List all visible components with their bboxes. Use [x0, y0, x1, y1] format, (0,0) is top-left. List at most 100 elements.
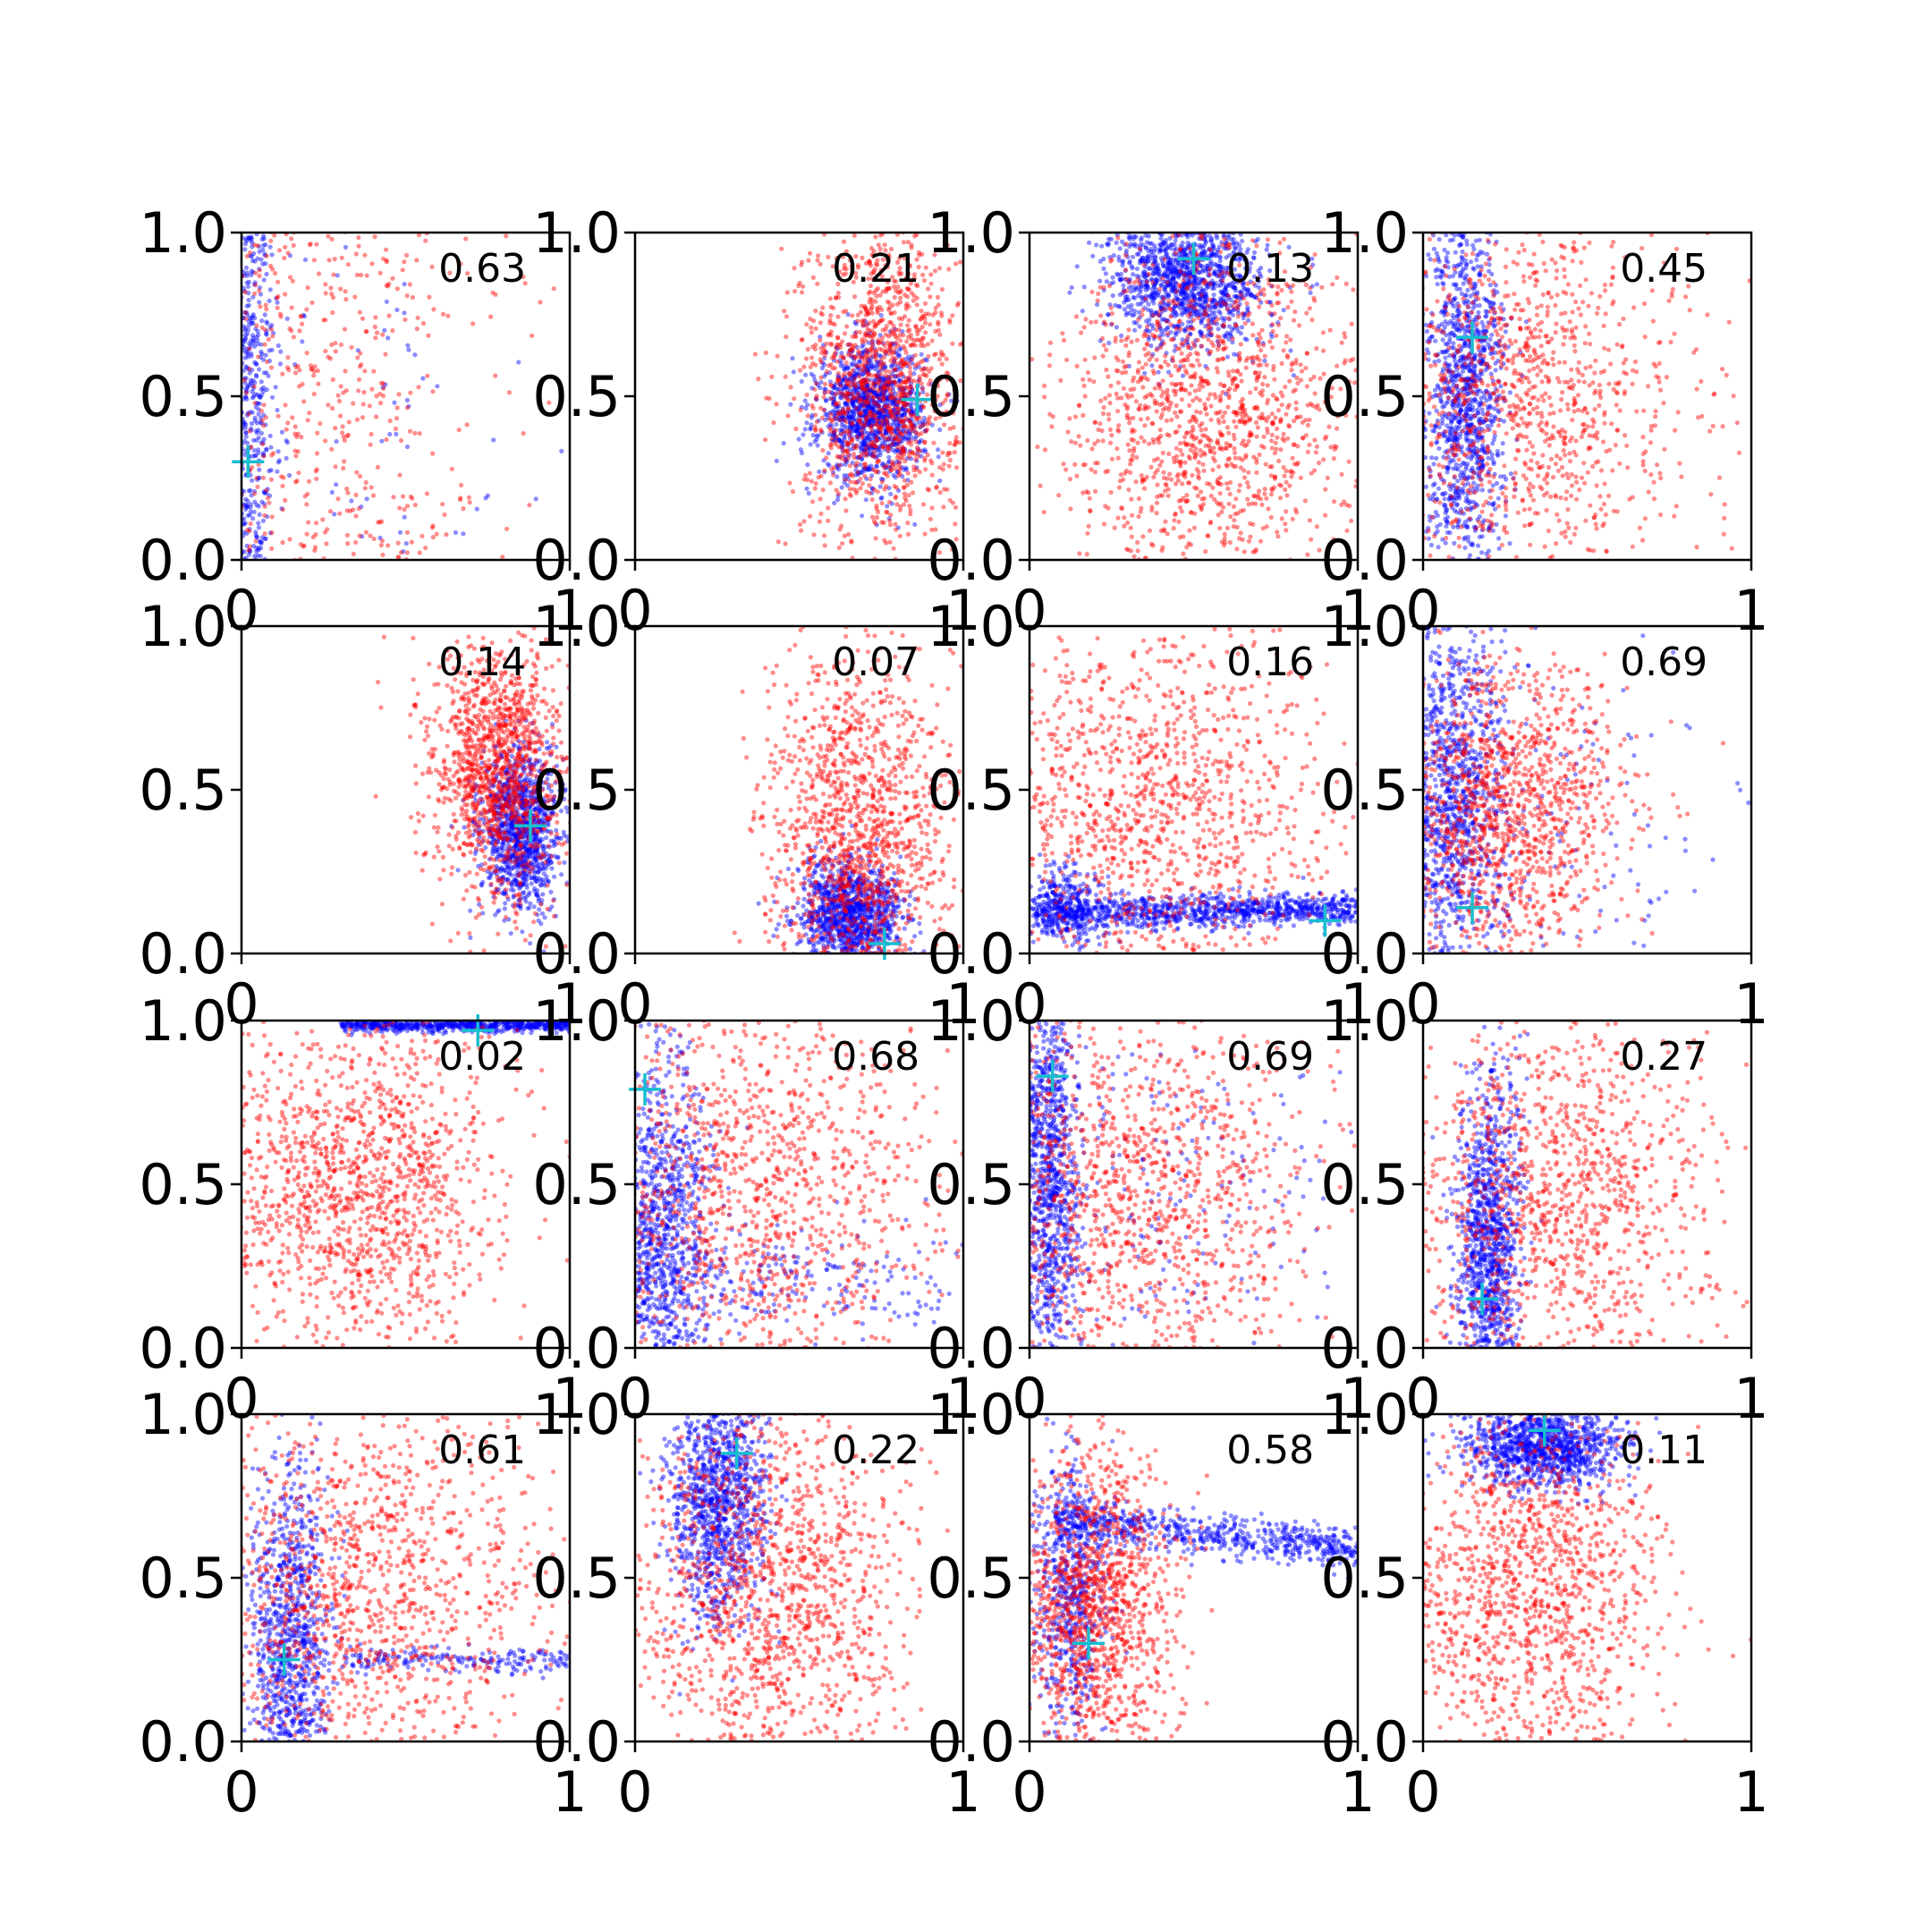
scatter-point [264, 387, 269, 393]
scatter-point [818, 427, 824, 432]
scatter-point [913, 282, 919, 287]
scatter-point [897, 436, 902, 442]
scatter-point [842, 394, 847, 399]
scatter-point [869, 387, 874, 394]
scatter-point [852, 382, 858, 388]
scatter-point [860, 405, 865, 411]
scatter-point [842, 429, 848, 435]
scatter-point [1110, 275, 1115, 280]
scatter-point [1246, 484, 1251, 490]
scatter-point [1279, 402, 1284, 408]
scatter-point [869, 439, 875, 445]
scatter-point [853, 254, 859, 259]
scatter-point [859, 413, 864, 419]
scatter-point [384, 436, 389, 443]
scatter-point [862, 441, 868, 447]
scatter-point [352, 294, 358, 300]
scatter-point [1202, 249, 1208, 255]
scatter-point [865, 393, 870, 398]
scatter-point [854, 424, 860, 429]
scatter-point [876, 388, 881, 394]
scatter-point [887, 414, 893, 419]
scatter-point [848, 353, 854, 359]
scatter-point [900, 386, 906, 392]
scatter-point [1118, 277, 1123, 283]
scatter-point [868, 348, 873, 353]
scatter-point [805, 402, 810, 408]
scatter-point [250, 294, 256, 300]
scatter-point [952, 442, 957, 447]
scatter-point [860, 339, 865, 345]
scatter-point [306, 479, 312, 484]
scatter-point [886, 376, 891, 381]
scatter-point [838, 383, 843, 388]
scatter-point [254, 323, 259, 328]
scatter-point [401, 548, 406, 555]
scatter-point [1153, 255, 1158, 261]
scatter-point [1150, 312, 1156, 318]
scatter-point [847, 446, 852, 453]
scatter-point [928, 322, 933, 327]
scatter-point [886, 382, 891, 387]
scatter-point [863, 305, 869, 310]
scatter-point [911, 468, 917, 473]
scatter-point [243, 430, 249, 436]
scatter-point [888, 426, 894, 431]
scatter-point [871, 467, 877, 472]
scatter-point [860, 362, 866, 368]
scatter-point [832, 408, 837, 413]
scatter-point [1122, 300, 1127, 305]
scatter-point [292, 448, 298, 453]
scatter-point [338, 384, 343, 389]
scatter-point [903, 350, 909, 355]
scatter-point [449, 466, 454, 471]
scatter-point [848, 414, 854, 420]
scatter-point [833, 403, 839, 410]
scatter-point [764, 395, 769, 401]
scatter-point [267, 287, 273, 292]
scatter-point [308, 242, 313, 247]
scatter-point [867, 300, 872, 305]
scatter-point [922, 531, 928, 537]
scatter-point [269, 347, 275, 352]
scatter-point [254, 548, 259, 555]
scatter-point [885, 420, 890, 426]
scatter-point [864, 331, 870, 337]
scatter-point [538, 300, 543, 305]
scatter-point [1186, 343, 1191, 349]
scatter-point [1273, 415, 1278, 420]
scatter-point [907, 450, 912, 455]
scatter-point [338, 342, 343, 347]
scatter-point [852, 354, 858, 360]
scatter-point [858, 309, 864, 315]
scatter-point [1094, 242, 1099, 248]
scatter-point [877, 421, 883, 427]
scatter-point [816, 418, 821, 423]
scatter-point [861, 359, 868, 364]
scatter-point [243, 350, 249, 355]
scatter-point [293, 453, 299, 459]
scatter-point [918, 317, 923, 322]
scatter-point [290, 415, 295, 420]
scatter-point [1123, 253, 1129, 258]
scatter-point [1156, 381, 1161, 386]
scatter-point [897, 507, 903, 513]
scatter-point [886, 286, 892, 292]
scatter-point [412, 430, 418, 436]
scatter-point [925, 392, 930, 397]
scatter-point [848, 342, 853, 347]
scatter-point [902, 388, 907, 394]
scatter-point [834, 416, 839, 421]
scatter-point [894, 455, 900, 461]
scatter-point [852, 396, 858, 402]
scatter-point [250, 389, 255, 394]
scatter-point [852, 343, 858, 348]
scatter-point [353, 539, 359, 545]
scatter-point [244, 331, 250, 336]
scatter-point [859, 456, 865, 462]
scatter-point [908, 435, 913, 440]
y-tick-label: 1.0 [139, 200, 227, 266]
scatter-point [861, 369, 867, 374]
scatter-point [846, 342, 852, 347]
scatter-point [1291, 389, 1296, 394]
